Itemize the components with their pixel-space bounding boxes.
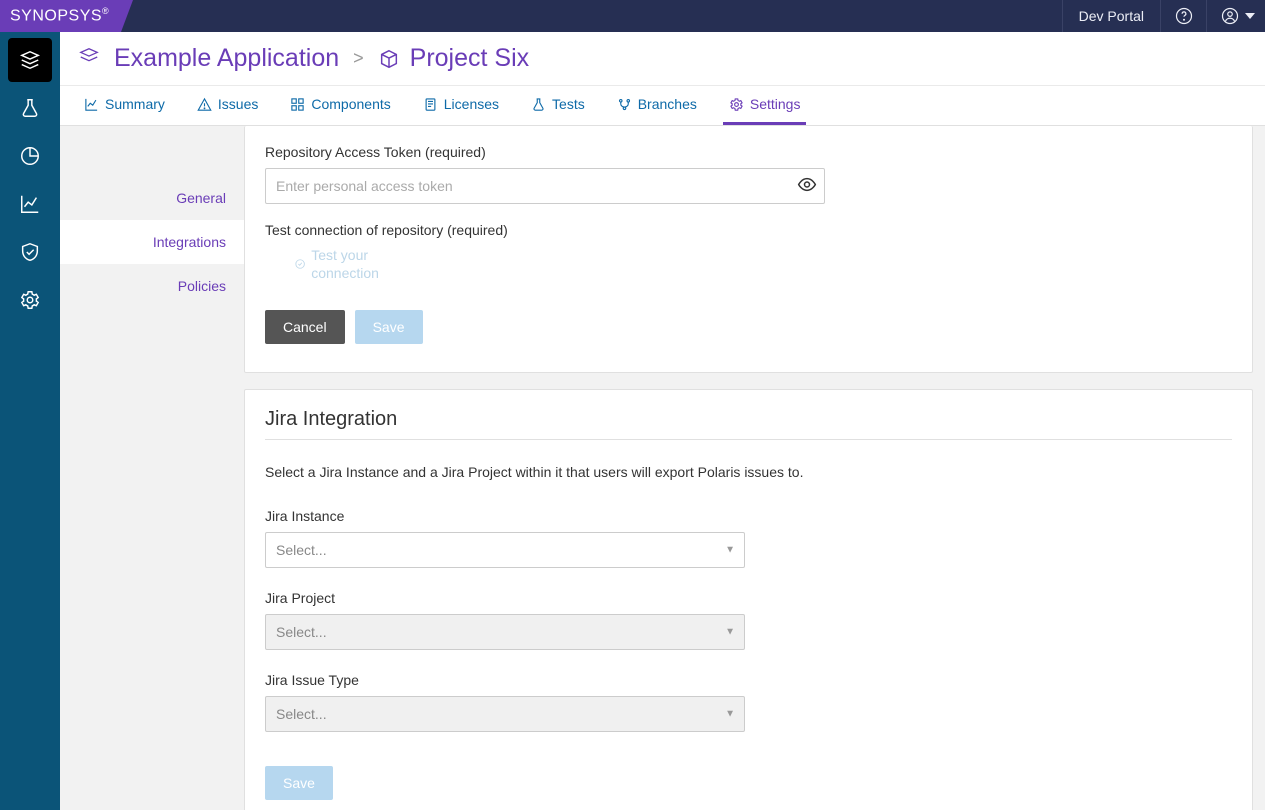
dev-portal-link[interactable]: Dev Portal [1062, 0, 1160, 32]
user-menu[interactable] [1206, 0, 1265, 32]
nav-reports[interactable] [8, 134, 52, 178]
nav-projects[interactable] [8, 38, 52, 82]
repo-card: Repository Access Token (required) Test … [244, 126, 1253, 373]
divider [265, 439, 1232, 440]
cube-icon [378, 48, 400, 70]
tab-issues[interactable]: Issues [191, 96, 264, 125]
token-input[interactable] [265, 168, 825, 204]
settings-nav-integrations[interactable]: Integrations [60, 220, 244, 264]
jira-project-label: Jira Project [265, 590, 1232, 606]
flask-icon [19, 97, 41, 119]
nav-security[interactable] [8, 230, 52, 274]
stack-icon [19, 49, 41, 71]
content-scroll[interactable]: Repository Access Token (required) Test … [244, 126, 1265, 810]
tab-branches[interactable]: Branches [611, 96, 703, 125]
breadcrumb-sep: > [353, 48, 364, 69]
tab-components[interactable]: Components [284, 96, 396, 125]
nav-trends[interactable] [8, 182, 52, 226]
settings-nav: General Integrations Policies [60, 126, 244, 810]
chart-icon [19, 193, 41, 215]
help-icon[interactable] [1160, 0, 1206, 32]
jira-card: Jira Integration Select a Jira Instance … [244, 389, 1253, 810]
chevron-down-icon: ▼ [725, 627, 735, 638]
app-icon [78, 46, 100, 71]
jira-issue-type-select: Select... ▼ [265, 696, 745, 732]
nav-tests[interactable] [8, 86, 52, 130]
breadcrumb-app[interactable]: Example Application [114, 44, 339, 73]
sidebar [0, 32, 60, 810]
chevron-down-icon: ▼ [725, 709, 735, 720]
topbar: SYNOPSYS® Dev Portal [0, 0, 1265, 32]
test-connection-link: Test your connection [295, 246, 405, 282]
gear-icon [19, 289, 41, 311]
check-circle-icon [295, 257, 305, 271]
jira-project-select: Select... ▼ [265, 614, 745, 650]
chevron-down-icon [1245, 13, 1255, 19]
tab-tests[interactable]: Tests [525, 96, 591, 125]
tabs: Summary Issues Components Licenses Tests [60, 86, 1265, 126]
jira-desc: Select a Jira Instance and a Jira Projec… [265, 464, 1232, 480]
jira-issue-type-label: Jira Issue Type [265, 672, 1232, 688]
reveal-token-icon[interactable] [797, 175, 817, 198]
breadcrumb-project[interactable]: Project Six [378, 44, 529, 73]
pie-icon [19, 145, 41, 167]
tab-settings[interactable]: Settings [723, 96, 807, 125]
breadcrumb: Example Application > Project Six [60, 32, 1265, 86]
test-connection-label: Test connection of repository (required) [265, 222, 1232, 238]
settings-nav-policies[interactable]: Policies [60, 264, 244, 308]
save-repo-button[interactable]: Save [355, 310, 423, 344]
jira-instance-label: Jira Instance [265, 508, 1232, 524]
jira-instance-select[interactable]: Select... ▼ [265, 532, 745, 568]
tab-licenses[interactable]: Licenses [417, 96, 505, 125]
chevron-down-icon: ▼ [725, 545, 735, 556]
cancel-button[interactable]: Cancel [265, 310, 345, 344]
save-jira-button[interactable]: Save [265, 766, 333, 800]
settings-nav-general[interactable]: General [60, 176, 244, 220]
jira-title: Jira Integration [265, 408, 1232, 431]
token-label: Repository Access Token (required) [265, 144, 1232, 160]
shield-icon [19, 241, 41, 263]
nav-settings[interactable] [8, 278, 52, 322]
user-icon [1221, 7, 1239, 25]
tab-summary[interactable]: Summary [78, 96, 171, 125]
logo[interactable]: SYNOPSYS® [0, 0, 121, 32]
